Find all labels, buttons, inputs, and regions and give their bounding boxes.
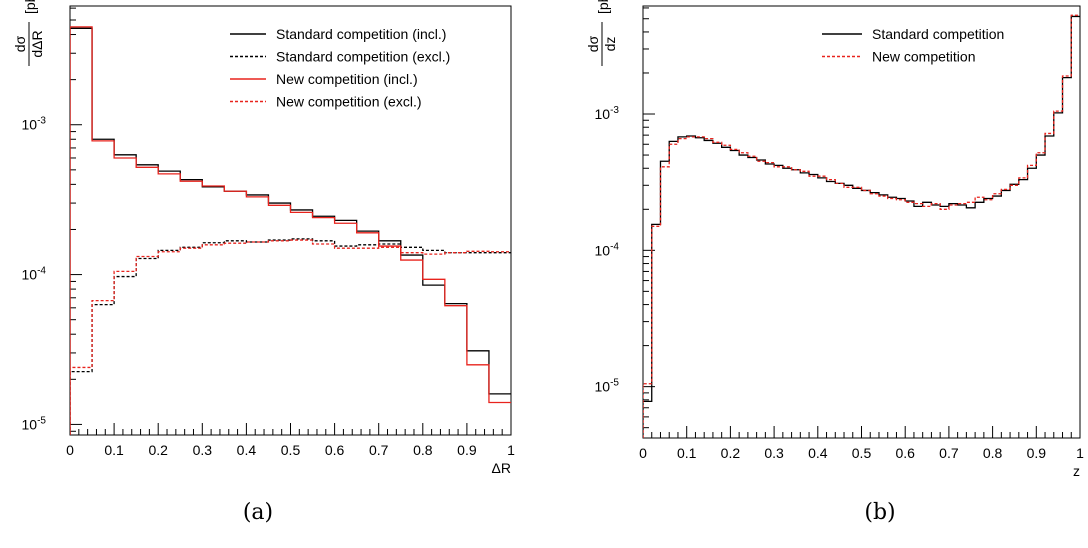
panel-a-chart: 0 0.1 0.2 0.3 0.4 0.5 0.6 0.7 0.8 0.9 1 10-5 10-4 10-…: [12, 0, 515, 525]
x-tick-label: 0.7: [939, 445, 959, 461]
x-axis-label: z: [1073, 463, 1080, 479]
x-tick-label: 0.3: [764, 445, 784, 461]
x-tick-label: 0.1: [104, 442, 124, 458]
legend-label: New competition: [872, 49, 976, 65]
x-tick-label: 0.6: [325, 442, 345, 458]
panel-caption: (a): [243, 500, 273, 525]
x-tick-label: 0.6: [895, 445, 915, 461]
legend-label: New competition (excl.): [276, 94, 422, 110]
x-tick-label: 1: [1076, 445, 1084, 461]
x-tick-label: 1: [507, 442, 515, 458]
x-tick-label: 0.8: [983, 445, 1003, 461]
x-tick-label: 0.4: [808, 445, 828, 461]
x-tick-label: 0: [66, 442, 74, 458]
legend-label: Standard competition: [872, 26, 1004, 42]
legend-label: New competition (incl.): [276, 71, 418, 87]
y-tick-label: 10-5: [595, 378, 620, 395]
series-line-1: [70, 27, 511, 435]
legend-label: Standard competition (incl.): [276, 26, 446, 42]
x-tick-label: 0.1: [677, 445, 697, 461]
y-tick-label: 10-4: [595, 241, 620, 258]
y-axis-label: dσ dz [pb]: [585, 0, 618, 66]
series-line-1: [643, 15, 1080, 438]
series-line-3: [70, 26, 511, 435]
x-tick-label: 0.2: [148, 442, 168, 458]
y-label-unit: [pb]: [595, 0, 611, 14]
y-label-numerator: dσ: [585, 35, 601, 52]
x-tick-label: 0.8: [413, 442, 433, 458]
y-tick-label: 10-5: [22, 415, 47, 432]
x-tick-label: 0.5: [281, 442, 301, 458]
panel-b-chart: 0 0.1 0.2 0.3 0.4 0.5 0.6 0.7 0.8 0.9 1 10-5 10-4 10-…: [585, 0, 1084, 525]
x-axis-label: ΔR: [492, 460, 511, 476]
y-tick-label: 10-4: [22, 266, 47, 283]
y-label-unit: [pb]: [22, 0, 38, 14]
y-label-numerator: dσ: [12, 35, 28, 52]
series-line-4: [70, 239, 511, 435]
x-tick-label: 0.3: [193, 442, 213, 458]
x-tick-label: 0.9: [457, 442, 477, 458]
x-tick-label: 0: [639, 445, 647, 461]
y-label-denominator: dz: [602, 37, 618, 52]
x-tick-label: 0.4: [237, 442, 257, 458]
x-tick-label: 0.7: [369, 442, 389, 458]
panel-caption: (b): [864, 500, 895, 525]
x-tick-label: 0.9: [1027, 445, 1047, 461]
y-label-denominator: dΔR: [29, 30, 45, 57]
series-line-2: [643, 14, 1080, 438]
x-tick-label: 0.5: [852, 445, 872, 461]
y-axis-label: dσ dΔR [pb]: [12, 0, 45, 66]
plot-frame: [642, 5, 1081, 439]
legend-label: Standard competition (excl.): [276, 49, 450, 65]
x-tick-label: 0.2: [721, 445, 741, 461]
y-tick-label: 10-3: [595, 105, 620, 122]
y-tick-label: 10-3: [22, 116, 47, 133]
